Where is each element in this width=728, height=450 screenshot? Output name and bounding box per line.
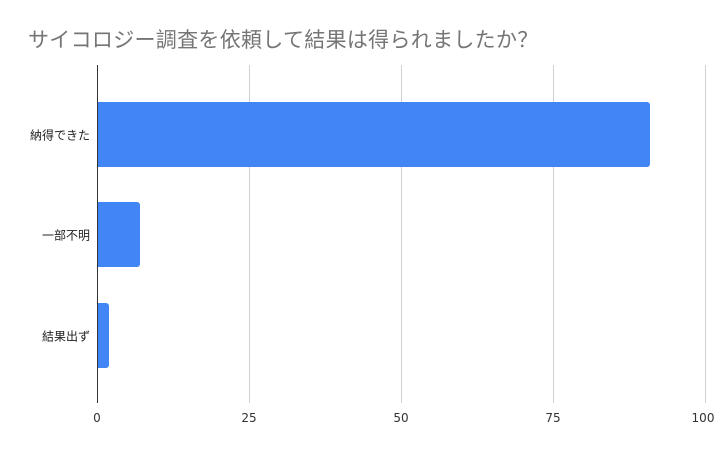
x-tick-75: 75 (545, 411, 561, 425)
category-label-2: 結果出ず (41, 329, 90, 344)
y-axis-line (97, 65, 98, 403)
category-label-0: 納得できた (29, 128, 90, 143)
gridline-100 (705, 65, 706, 403)
x-tick-100: 100 (691, 411, 715, 425)
x-tick-50: 50 (393, 411, 409, 425)
gridline-75 (553, 65, 554, 403)
bar-kekka-dezu (98, 303, 110, 368)
gridline-50 (401, 65, 402, 403)
bar-nattoku (98, 102, 651, 167)
bar-ichibu-fumei (98, 202, 140, 267)
chart-title: サイコロジー調査を依頼して結果は得られましたか？ (28, 28, 539, 52)
x-tick-0: 0 (93, 411, 101, 425)
gridline-25 (249, 65, 250, 403)
x-tick-25: 25 (241, 411, 257, 425)
category-label-1: 一部不明 (41, 228, 90, 243)
